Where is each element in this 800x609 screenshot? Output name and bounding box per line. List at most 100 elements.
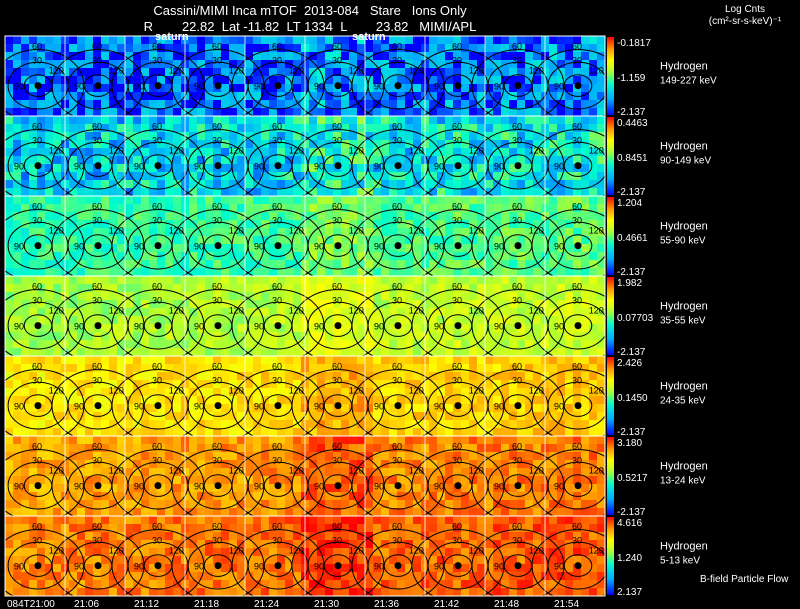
heatmap-cell — [21, 212, 29, 220]
heatmap-cell — [237, 196, 245, 204]
heatmap-cell — [341, 52, 349, 60]
heatmap-cell — [317, 212, 325, 220]
heatmap-cell — [253, 204, 261, 212]
heatmap-cell — [197, 316, 205, 324]
heatmap-cell — [285, 428, 293, 436]
contour-label: 90 — [374, 322, 384, 332]
heatmap-cell — [389, 388, 397, 396]
heatmap-cell — [269, 220, 277, 228]
contour-label: 60 — [332, 442, 342, 452]
heatmap-cell — [397, 436, 405, 444]
heatmap-cell — [493, 68, 501, 76]
heatmap-cell — [437, 188, 445, 196]
heatmap-cell — [397, 244, 405, 252]
heatmap-cell — [205, 60, 213, 68]
heatmap-cell — [85, 260, 93, 268]
heatmap-cell — [389, 460, 397, 468]
heatmap-cell — [173, 204, 181, 212]
heatmap-cell — [221, 228, 229, 236]
heatmap-cell — [573, 188, 581, 196]
heatmap-cell — [333, 308, 341, 316]
energy-label: 149-227 keV — [660, 76, 717, 87]
heatmap-cell — [373, 76, 381, 84]
contour-label: 90 — [554, 162, 564, 172]
heatmap-cell — [37, 84, 45, 92]
heatmap-cell — [429, 108, 437, 116]
heatmap-cell — [549, 484, 557, 492]
heatmap-cell — [413, 452, 421, 460]
heatmap-cell — [173, 52, 181, 60]
heatmap-cell — [365, 36, 373, 44]
heatmap-cell — [285, 356, 293, 364]
heatmap-cell — [133, 60, 141, 68]
heatmap-cell — [133, 324, 141, 332]
heatmap-cell — [253, 84, 261, 92]
heatmap-cell — [37, 100, 45, 108]
heatmap-cell — [589, 44, 597, 52]
heatmap-cell — [213, 76, 221, 84]
heatmap-cell — [461, 372, 469, 380]
contour-label: 120 — [589, 306, 604, 316]
heatmap-cell — [397, 228, 405, 236]
heatmap-cell — [469, 188, 477, 196]
heatmap-cell — [157, 148, 165, 156]
heatmap-cell — [597, 44, 605, 52]
contour-label: 30 — [392, 296, 402, 306]
heatmap-cell — [405, 276, 413, 284]
heatmap-cell — [253, 332, 261, 340]
energy-label: 35-55 keV — [660, 316, 706, 327]
heatmap-cell — [373, 188, 381, 196]
heatmap-cell — [397, 124, 405, 132]
heatmap-cell — [349, 284, 357, 292]
heatmap-cell — [517, 52, 525, 60]
heatmap-cell — [413, 332, 421, 340]
heatmap-cell — [13, 268, 21, 276]
heatmap-cell — [397, 180, 405, 188]
heatmap-cell — [413, 324, 421, 332]
heatmap-cell — [581, 484, 589, 492]
heatmap-cell — [597, 252, 605, 260]
heatmap-cell — [589, 444, 597, 452]
heatmap-cell — [341, 228, 349, 236]
heatmap-cell — [373, 276, 381, 284]
heatmap-cell — [69, 180, 77, 188]
heatmap-cell — [245, 164, 253, 172]
heatmap-cell — [437, 332, 445, 340]
field-center-marker — [154, 402, 162, 410]
heatmap-cell — [269, 444, 277, 452]
contour-label: 90 — [254, 242, 264, 252]
heatmap-cell — [325, 268, 333, 276]
heatmap-cell — [101, 172, 109, 180]
heatmap-cell — [325, 484, 333, 492]
heatmap-cell — [213, 156, 221, 164]
heatmap-cell — [85, 340, 93, 348]
field-center-marker — [274, 162, 282, 170]
heatmap-cell — [157, 68, 165, 76]
heatmap-cell — [325, 172, 333, 180]
heatmap-cell — [149, 388, 157, 396]
heatmap-cell — [173, 140, 181, 148]
heatmap-cell — [317, 356, 325, 364]
heatmap-cell — [477, 196, 485, 204]
heatmap-cell — [325, 140, 333, 148]
heatmap-cell — [413, 220, 421, 228]
heatmap-cell — [205, 348, 213, 356]
heatmap-cell — [253, 476, 261, 484]
heatmap-cell — [293, 380, 301, 388]
heatmap-cell — [333, 108, 341, 116]
heatmap-cell — [485, 212, 493, 220]
heatmap-cell — [101, 228, 109, 236]
heatmap-cell — [309, 196, 317, 204]
heatmap-cell — [493, 100, 501, 108]
heatmap-cell — [69, 60, 77, 68]
heatmap-cell — [109, 172, 117, 180]
heatmap-cell — [245, 436, 253, 444]
heatmap-cell — [493, 188, 501, 196]
heatmap-cell — [125, 116, 133, 124]
heatmap-cell — [117, 508, 125, 516]
heatmap-cell — [13, 100, 21, 108]
heatmap-cell — [37, 484, 45, 492]
heatmap-cell — [461, 172, 469, 180]
heatmap-cell — [501, 284, 509, 292]
heatmap-cell — [333, 460, 341, 468]
